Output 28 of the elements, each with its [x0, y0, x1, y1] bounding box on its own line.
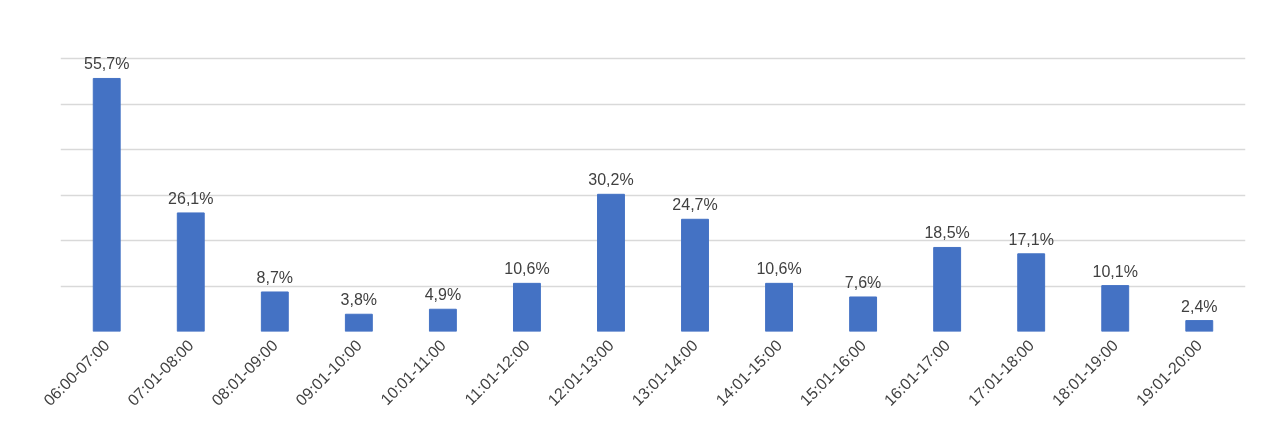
bar [260, 291, 289, 332]
bar [176, 212, 205, 332]
bar [849, 296, 878, 332]
bar [933, 246, 962, 332]
data-label: 10,6% [504, 260, 550, 278]
data-label: 30,2% [588, 171, 634, 189]
bar [92, 77, 121, 332]
bar [1017, 253, 1046, 332]
bar [1101, 285, 1130, 332]
data-label: 26,1% [168, 189, 214, 207]
data-label: 10,1% [1092, 262, 1138, 280]
data-label: 2,4% [1181, 297, 1218, 315]
data-label: 17,1% [1008, 230, 1054, 248]
bar [765, 282, 794, 332]
data-label: 4,9% [424, 286, 462, 304]
bar [1185, 320, 1214, 332]
data-label: 10,6% [756, 260, 802, 278]
data-label: 18,5% [924, 224, 970, 242]
bar [512, 282, 541, 332]
data-label: 7,6% [844, 273, 882, 291]
bar [344, 313, 373, 332]
bar [681, 218, 709, 332]
data-label: 3,8% [340, 291, 378, 309]
data-label: 55,7% [84, 55, 130, 73]
bar [428, 308, 457, 332]
bar [597, 193, 625, 332]
data-label: 24,7% [672, 196, 718, 214]
data-label: 8,7% [256, 268, 294, 286]
